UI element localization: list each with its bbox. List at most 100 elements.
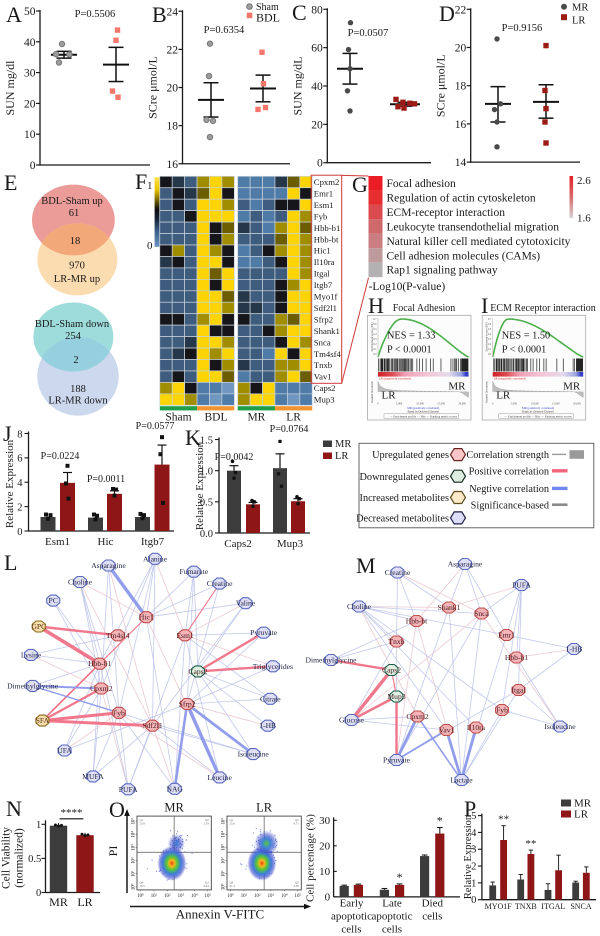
svg-text:20,000: 20,000 xyxy=(573,403,581,406)
svg-text:0: 0 xyxy=(17,527,22,538)
svg-text:5: 5 xyxy=(471,811,476,822)
svg-text:102: 102 xyxy=(164,892,171,899)
svg-text:Rank in Ordered Dataset: Rank in Ordered Dataset xyxy=(522,410,554,414)
svg-text:Focal adhesion: Focal adhesion xyxy=(387,178,457,190)
svg-text:Tnxb: Tnxb xyxy=(388,637,404,646)
svg-text:0: 0 xyxy=(377,403,379,406)
svg-text:Esm1: Esm1 xyxy=(45,536,70,548)
svg-text:0.7: 0.7 xyxy=(373,318,377,321)
svg-text:Relative Expression: Relative Expression xyxy=(194,441,206,530)
svg-text:M: M xyxy=(356,553,376,578)
svg-text:BDL: BDL xyxy=(256,11,280,25)
svg-text:103: 103 xyxy=(178,892,185,899)
svg-text:Correlation strength: Correlation strength xyxy=(466,450,549,461)
svg-text:SFA: SFA xyxy=(36,716,50,725)
svg-text:Cell percentage (%): Cell percentage (%) xyxy=(305,814,317,902)
svg-text:Esm1: Esm1 xyxy=(176,631,194,640)
svg-text:4: 4 xyxy=(471,828,477,839)
svg-text:Mup3: Mup3 xyxy=(277,538,304,550)
svg-text:LR (negatively correlated): LR (negatively correlated) xyxy=(379,377,411,381)
svg-text:50: 50 xyxy=(24,6,36,18)
svg-text:0.4: 0.4 xyxy=(373,333,377,336)
svg-text:Q3: Q3 xyxy=(295,880,299,884)
svg-text:Isoleucine: Isoleucine xyxy=(238,750,270,759)
svg-text:16: 16 xyxy=(455,119,467,131)
svg-text:Significance-based: Significance-based xyxy=(471,501,550,512)
svg-text:0: 0 xyxy=(471,895,476,906)
svg-text:— Enrichment profile — Hits —: — Enrichment profile — Hits — Ranking me… xyxy=(389,414,458,418)
svg-text:-Log10(P-value): -Log10(P-value) xyxy=(369,281,446,293)
svg-text:Pyruvate: Pyruvate xyxy=(250,628,278,637)
svg-text:Shank1: Shank1 xyxy=(314,326,340,336)
svg-text:4.04: 4.04 xyxy=(204,884,210,888)
svg-text:Creatine: Creatine xyxy=(207,579,233,588)
svg-text:104: 104 xyxy=(130,831,137,838)
svg-text:PUFA: PUFA xyxy=(512,581,531,590)
svg-text:Q1: Q1 xyxy=(140,818,144,822)
svg-text:2: 2 xyxy=(471,862,476,873)
svg-text:101: 101 xyxy=(151,892,158,899)
svg-text:0: 0 xyxy=(147,240,153,252)
svg-text:P: P xyxy=(464,796,476,821)
svg-text:MYO1F: MYO1F xyxy=(485,902,513,911)
svg-text:0.5: 0.5 xyxy=(200,498,213,509)
svg-text:MR (positively correlated): MR (positively correlated) xyxy=(407,406,439,410)
svg-text:Hic: Hic xyxy=(98,536,114,548)
svg-text:MR: MR xyxy=(448,381,466,393)
svg-text:PI: PI xyxy=(106,846,120,857)
svg-text:Tm4sf4: Tm4sf4 xyxy=(106,631,130,640)
svg-text:P=0.0224: P=0.0224 xyxy=(41,451,80,462)
svg-text:LR: LR xyxy=(256,801,273,815)
svg-text:F: F xyxy=(135,169,147,194)
svg-text:H: H xyxy=(368,293,384,318)
svg-text:MR: MR xyxy=(572,3,588,14)
svg-text:UFA: UFA xyxy=(57,746,72,755)
svg-text:Alanine: Alanine xyxy=(143,554,168,563)
svg-text:6: 6 xyxy=(17,454,22,465)
svg-text:10: 10 xyxy=(24,129,36,141)
svg-text:Itgal: Itgal xyxy=(512,686,526,695)
svg-text:Il10ra: Il10ra xyxy=(467,723,486,732)
svg-text:Leucine: Leucine xyxy=(207,773,232,782)
svg-text:C: C xyxy=(292,0,307,25)
svg-text:Leukocyte transendothelial mig: Leukocyte transendothelial migration xyxy=(387,221,560,233)
svg-text:25.6: 25.6 xyxy=(230,822,236,826)
svg-text:16: 16 xyxy=(167,159,179,171)
svg-text:3: 3 xyxy=(471,845,476,856)
svg-text:105: 105 xyxy=(130,818,137,825)
svg-text:Snca: Snca xyxy=(474,609,489,618)
svg-text:Caps2: Caps2 xyxy=(314,383,336,393)
svg-text:P=0.9156: P=0.9156 xyxy=(502,23,543,34)
svg-text:I: I xyxy=(481,293,488,318)
svg-text:Fyb: Fyb xyxy=(314,211,328,221)
svg-text:Focal Adhesion: Focal Adhesion xyxy=(393,303,456,314)
svg-text:D: D xyxy=(439,1,455,26)
svg-text:Relative Expression: Relative Expression xyxy=(463,814,474,899)
svg-text:SUN mg/dl: SUN mg/dl xyxy=(3,60,17,116)
svg-text:0.5: 0.5 xyxy=(373,328,377,331)
svg-text:0.0: 0.0 xyxy=(200,529,213,540)
svg-text:104: 104 xyxy=(220,831,227,838)
svg-text:Cpxm2: Cpxm2 xyxy=(90,684,113,693)
svg-text:24: 24 xyxy=(167,6,179,18)
svg-text:0.2: 0.2 xyxy=(488,343,492,346)
svg-text:MR: MR xyxy=(574,798,592,810)
svg-text:1: 1 xyxy=(36,820,41,831)
svg-text:Triglycerides: Triglycerides xyxy=(253,662,293,671)
svg-text:PC: PC xyxy=(49,596,58,605)
svg-text:970: 970 xyxy=(69,261,85,272)
svg-text:Sfrp2: Sfrp2 xyxy=(314,314,333,324)
svg-text:101: 101 xyxy=(130,870,137,877)
svg-text:P=0.6354: P=0.6354 xyxy=(204,25,245,36)
svg-text:105: 105 xyxy=(220,818,227,825)
svg-text:101: 101 xyxy=(220,870,227,877)
svg-text:**: ** xyxy=(498,814,509,826)
svg-text:20: 20 xyxy=(319,841,331,853)
svg-text:Cell adhesion molecules (CAMs): Cell adhesion molecules (CAMs) xyxy=(387,250,541,262)
svg-text:Hbb-bt: Hbb-bt xyxy=(406,617,428,626)
svg-text:0.1: 0.1 xyxy=(488,348,492,351)
svg-text:Hic1: Hic1 xyxy=(139,613,154,622)
svg-text:Vav1: Vav1 xyxy=(439,726,455,735)
svg-text:Fumarate: Fumarate xyxy=(179,567,208,576)
svg-text:Creatine: Creatine xyxy=(385,568,411,577)
